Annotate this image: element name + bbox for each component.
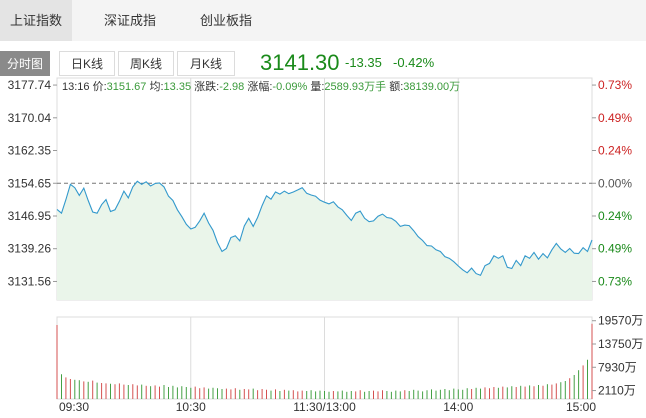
tab-chinext[interactable]: 创业板指 (199, 13, 252, 28)
current-price: 3141.30 (260, 50, 340, 75)
info-pct-label: 涨幅: (247, 81, 273, 93)
pct-y-tick-label: 0.00% (598, 176, 632, 190)
info-avg: 13.35 (163, 81, 192, 93)
tab-intraday[interactable]: 分时图 (0, 51, 50, 76)
price-y-tick-label: 3131.56 (8, 274, 52, 288)
volume-y-tick-label: 7930万 (598, 360, 637, 374)
tab-monthly-kline[interactable]: 月K线 (177, 51, 235, 76)
price-change-percent: -0.42% (393, 55, 435, 70)
info-time: 13:16 (62, 81, 90, 93)
info-change-label: 涨跌: (194, 81, 220, 93)
index-tab-bar: 上证指数 深证成指 创业板指 (0, 0, 646, 41)
crosshair-info-bar: 13:16 价:3151.67 均:13.35 涨跌:-2.98 涨幅:-0.0… (62, 81, 460, 94)
info-pct: -0.09% (272, 81, 308, 93)
pct-y-tick-label: 0.24% (598, 209, 632, 223)
info-avg-label: 均: (149, 81, 164, 93)
x-tick-label: 10:30 (176, 400, 206, 414)
info-volume: 2589.93万手 (324, 81, 387, 93)
x-tick-label: 11:30/13:00 (293, 400, 356, 414)
pct-y-tick-label: 0.73% (598, 274, 632, 288)
price-y-tick-label: 3170.04 (8, 111, 52, 125)
price-change: -13.35 (345, 55, 382, 70)
price-y-tick-label: 3162.35 (8, 144, 52, 158)
x-tick-label: 14:00 (443, 400, 473, 414)
x-tick-label: 09:30 (59, 400, 89, 414)
pct-y-tick-label: 0.24% (598, 144, 632, 158)
price-y-tick-label: 3146.95 (8, 209, 52, 223)
pct-y-tick-label: 0.49% (598, 111, 632, 125)
price-y-tick-label: 3139.26 (8, 242, 52, 256)
price-area-fill (57, 181, 592, 300)
info-volume-label: 量: (310, 81, 325, 93)
tab-weekly-kline[interactable]: 周K线 (118, 51, 174, 76)
info-price-label: 价: (92, 81, 107, 93)
info-change: -2.98 (219, 81, 245, 93)
price-y-tick-label: 3154.65 (8, 176, 52, 190)
pct-y-tick-label: 0.49% (598, 242, 632, 256)
price-y-tick-label: 3177.74 (8, 78, 52, 92)
info-amount: 38139.00万 (403, 81, 461, 93)
price-line (56, 180, 593, 276)
tab-shanghai-composite[interactable]: 上证指数 (0, 0, 72, 41)
info-price: 3151.67 (106, 81, 147, 93)
volume-y-tick-label: 19570万 (598, 314, 643, 328)
tab-shenzhen-component[interactable]: 深证成指 (103, 13, 156, 28)
volume-y-tick-label: 2110万 (598, 384, 636, 398)
info-amount-label: 额: (389, 81, 404, 93)
tab-daily-kline[interactable]: 日K线 (59, 51, 115, 76)
x-tick-label: 15:00 (566, 400, 596, 414)
pct-y-tick-label: 0.73% (598, 78, 632, 92)
volume-y-tick-label: 13750万 (598, 337, 643, 351)
